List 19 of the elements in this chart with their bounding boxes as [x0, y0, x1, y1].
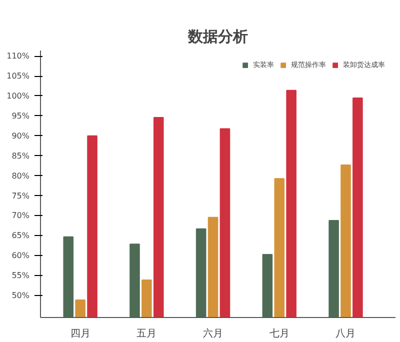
y-tick-label: 100%: [6, 92, 30, 100]
chart-title: 数据分析: [187, 28, 248, 46]
y-tick-label: 110%: [6, 52, 30, 61]
y-tick-label: 75%: [12, 191, 30, 200]
y-tick-label: 90%: [12, 131, 30, 140]
x-tick-label: 八月: [336, 328, 356, 340]
y-tick-label: 60%: [12, 251, 30, 260]
y-tick-label: 70%: [12, 211, 30, 220]
x-tick-label: 七月: [269, 328, 290, 340]
y-tick-label: 50%: [12, 291, 30, 300]
y-tick-label: 95%: [12, 111, 30, 120]
y-tick-label: 105%: [6, 72, 30, 81]
y-tick-label: 80%: [12, 171, 30, 180]
y-tick-label: 65%: [12, 231, 30, 240]
x-tick-label: 四月: [70, 328, 90, 340]
y-tick-label: 55%: [12, 271, 30, 280]
x-tick-label: 五月: [136, 328, 157, 340]
x-tick-label: 六月: [203, 328, 224, 340]
y-tick-label: 85%: [12, 151, 30, 160]
